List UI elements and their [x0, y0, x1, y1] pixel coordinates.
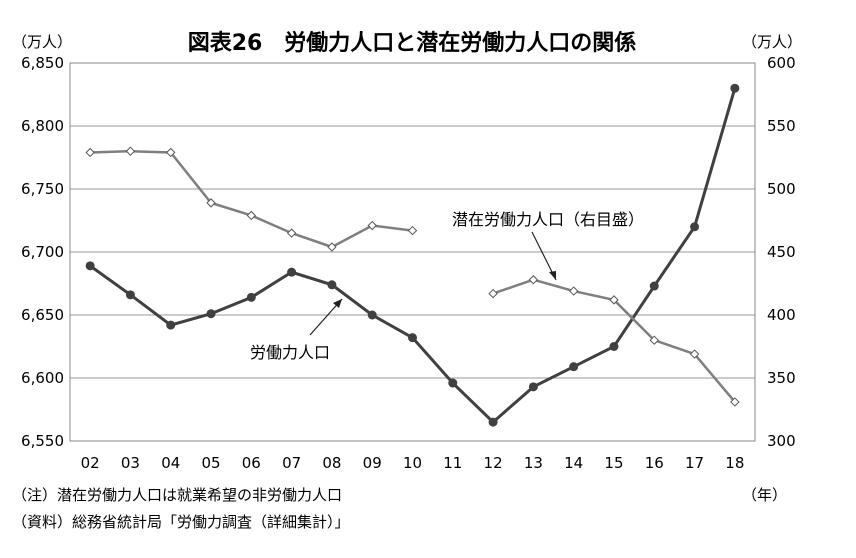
right-tick-label: 300 [767, 432, 796, 450]
labor-force-point [85, 261, 95, 271]
x-tick-label: 02 [81, 454, 100, 472]
labor-force-point [730, 83, 740, 93]
x-tick-label: 04 [161, 454, 180, 472]
labor-force-point [649, 281, 659, 291]
potential-labor-point [528, 275, 539, 285]
x-tick-label: 14 [564, 454, 583, 472]
labor-force-point [206, 309, 216, 319]
right-tick-label: 450 [767, 243, 796, 261]
x-tick-label: 17 [685, 454, 704, 472]
x-tick-label: 13 [524, 454, 543, 472]
x-tick-label: 05 [201, 454, 220, 472]
right-tick-label: 350 [767, 369, 796, 387]
left-tick-label: 6,700 [21, 243, 64, 261]
plot-area [69, 62, 756, 442]
x-tick-label: 12 [484, 454, 503, 472]
potential-labor-point [367, 220, 377, 231]
labor-force-point [166, 320, 176, 330]
x-tick-label: 08 [322, 454, 341, 472]
annotation-labor-force: 労働力人口 [250, 343, 330, 362]
x-tick-label: 11 [443, 454, 462, 472]
labor-force-point [287, 267, 297, 277]
potential-labor-point [125, 146, 136, 156]
labor-force-line [89, 87, 737, 425]
labor-force-point [125, 290, 135, 300]
left-axis-ticks: 6,850 6,800 6,750 6,700 6,650 6,600 6,550 [21, 54, 64, 450]
potential-labor-point [85, 147, 95, 158]
x-tick-label: 06 [242, 454, 261, 472]
potential-labor-point [730, 397, 740, 407]
potential-labor-point [488, 288, 498, 299]
note-line-1: （注）潜在労働力人口は就業希望の非労働力人口 [12, 486, 342, 504]
potential-labor-point [568, 286, 579, 296]
left-tick-label: 6,750 [21, 180, 64, 198]
left-tick-label: 6,600 [21, 369, 64, 387]
labor-force-point [488, 417, 498, 427]
left-tick-label: 6,650 [21, 306, 64, 324]
potential-labor-point [609, 295, 619, 305]
labor-force-point [448, 378, 458, 388]
x-axis-unit: （年） [742, 486, 787, 504]
labor-force-point [528, 382, 538, 392]
annotation-arrowhead-labor [333, 299, 342, 308]
right-tick-label: 500 [767, 180, 796, 198]
gridlines [70, 125, 755, 379]
labor-force-series [85, 83, 740, 427]
potential-labor-point [327, 242, 337, 252]
left-axis-unit: （万人） [12, 33, 72, 51]
potential-labor-point [286, 228, 297, 238]
labor-force-point [690, 222, 700, 232]
x-tick-label: 10 [403, 454, 422, 472]
labor-force-point [327, 280, 337, 290]
x-axis-ticks: 02 03 04 05 06 07 08 09 10 11 12 13 14 15 16 17 18 [81, 454, 745, 472]
potential-labor-point [246, 210, 257, 221]
potential-labor-point [206, 198, 216, 208]
x-tick-label: 03 [121, 454, 140, 472]
potential-labor-series [85, 146, 740, 407]
right-axis-unit: （万人） [742, 33, 802, 51]
potential-labor-point [166, 147, 176, 158]
note-line-2: （資料）総務省統計局「労働力調査（詳細集計）」 [12, 513, 350, 531]
potential-labor-point [407, 225, 418, 236]
x-tick-label: 16 [645, 454, 664, 472]
annotation-potential-labor: 潜在労働力人口（右目盛） [452, 210, 644, 229]
labor-force-point [408, 333, 417, 343]
left-tick-label: 6,850 [21, 54, 64, 72]
labor-force-point [367, 310, 377, 320]
labor-force-point [609, 342, 619, 351]
x-tick-label: 18 [725, 454, 744, 472]
labor-force-point [246, 292, 256, 302]
potential-labor-line [90, 149, 413, 249]
right-tick-label: 550 [767, 117, 796, 135]
right-tick-label: 600 [767, 54, 796, 72]
x-tick-label: 07 [282, 454, 301, 472]
chart-title: 図表26 労働力人口と潜在労働力人口の関係 [188, 30, 637, 56]
left-tick-label: 6,550 [21, 432, 64, 450]
right-tick-label: 400 [767, 306, 796, 324]
left-tick-label: 6,800 [21, 117, 64, 135]
x-tick-label: 15 [604, 454, 623, 472]
potential-labor-point [689, 349, 700, 359]
potential-labor-point [649, 335, 659, 345]
labor-force-point [569, 362, 579, 372]
annotation-arrowhead-potential [549, 271, 556, 280]
x-tick-label: 09 [363, 454, 382, 472]
right-axis-ticks: 600 550 500 450 400 350 300 [767, 54, 796, 450]
